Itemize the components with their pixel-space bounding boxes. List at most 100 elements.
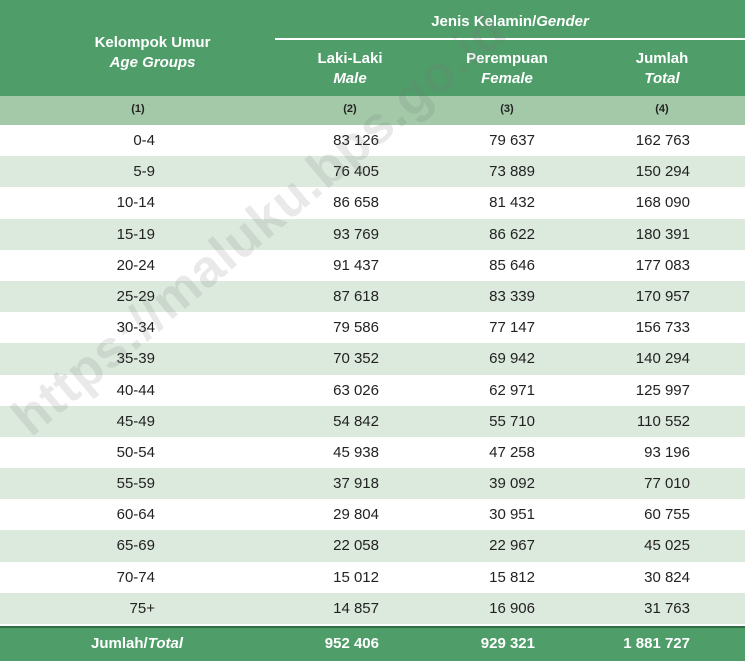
table-row: 0-4 83 126 79 637 162 763 [0,125,745,157]
total-cell: 30 824 [644,568,690,586]
table-row: 30-34 79 586 77 147 156 733 [0,312,745,344]
female-cell: 62 971 [489,381,535,399]
female-header: Perempuan Female [447,49,567,89]
total-cell: 110 552 [636,412,690,430]
male-header-id: Laki-Laki [317,50,383,67]
total-cell: 180 391 [635,225,690,243]
total-cell: 125 997 [635,381,690,399]
table-row: 75+ 14 857 16 906 31 763 [0,592,745,624]
table-row: 45-49 54 842 55 710 110 552 [0,405,745,437]
header-divider [275,38,745,40]
female-cell: 81 432 [489,194,535,212]
total-row-label-en: Total [147,635,183,652]
column-number-3: (3) [500,103,514,115]
age-group-cell: 15-19 [116,225,155,243]
male-cell: 91 437 [333,256,379,274]
male-cell: 63 026 [333,381,379,399]
table-row: 35-39 70 352 69 942 140 294 [0,343,745,375]
male-cell: 86 658 [333,194,379,212]
age-group-cell: 20-24 [116,256,155,274]
total-cell: 77 010 [644,475,690,493]
gender-header: Jenis Kelamin/Gender [275,12,745,32]
female-cell: 39 092 [489,475,535,493]
female-cell: 83 339 [489,287,535,305]
female-cell: 79 637 [489,132,535,149]
total-cell: 60 755 [644,506,690,524]
table-row: 55-59 37 918 39 092 77 010 [0,468,745,500]
female-cell: 85 646 [489,256,535,274]
male-header-en: Male [333,70,367,87]
total-male-cell: 952 406 [324,635,379,652]
female-cell: 73 889 [489,163,535,181]
total-header-en: Total [644,70,680,87]
age-group-cell: 10-14 [116,194,155,212]
female-header-id: Perempuan [466,50,548,67]
female-cell: 22 967 [489,537,535,555]
column-number-2: (2) [343,103,357,115]
table-row: 10-14 86 658 81 432 168 090 [0,187,745,219]
table-row: 15-19 93 769 86 622 180 391 [0,218,745,250]
total-cell: 168 090 [635,194,690,212]
female-header-en: Female [481,70,533,87]
table-row: 20-24 91 437 85 646 177 083 [0,249,745,281]
total-header-id: Jumlah [635,50,689,67]
female-cell: 77 147 [489,319,535,337]
male-cell: 45 938 [333,443,379,461]
age-group-cell: 60-64 [116,506,155,524]
female-cell: 86 622 [489,225,535,243]
total-cell: 93 196 [644,443,690,461]
table-row: 40-44 63 026 62 971 125 997 [0,374,745,406]
table-row: 25-29 87 618 83 339 170 957 [0,280,745,313]
male-cell: 79 586 [333,319,379,337]
male-cell: 14 857 [333,599,379,617]
male-cell: 70 352 [333,350,379,368]
column-number-4: (4) [655,103,669,115]
female-cell: 15 812 [489,568,535,586]
age-group-cell: 65-69 [116,537,155,555]
table-row: 60-64 29 804 30 951 60 755 [0,499,745,531]
female-cell: 30 951 [489,506,535,524]
table-row: 50-54 45 938 47 258 93 196 [0,436,745,469]
age-group-cell: 45-49 [116,412,155,430]
gender-header-id: Jenis Kelamin/ [431,13,537,30]
total-cell: 177 083 [635,256,690,274]
gender-header-en: Gender [536,13,589,30]
age-group-cell: 70-74 [116,568,155,586]
age-group-cell: 30-34 [116,319,155,337]
age-group-header-en: Age Groups [109,54,196,71]
age-group-header: Kelompok Umur Age Groups [70,33,235,73]
female-cell: 16 906 [489,599,535,617]
column-number-1: (1) [131,103,145,115]
total-cell: 31 763 [644,599,690,617]
total-female-cell: 929 321 [480,635,535,652]
age-group-cell: 50-54 [116,443,155,461]
total-row-label: Jumlah/Total [0,628,183,659]
grand-total-cell: 1 881 727 [623,635,690,652]
female-cell: 47 258 [489,443,535,461]
total-header: Jumlah Total [612,49,712,89]
total-cell: 170 957 [635,287,690,305]
table-row: 5-9 76 405 73 889 150 294 [0,156,745,188]
age-group-cell: 55-59 [116,475,155,493]
table-row: 70-74 15 012 15 812 30 824 [0,561,745,593]
age-group-cell: 35-39 [116,350,155,368]
male-cell: 37 918 [333,475,379,493]
male-cell: 93 769 [333,225,379,243]
male-cell: 22 058 [333,537,379,555]
total-row-label-id: Jumlah/ [91,635,148,652]
age-group-cell: 75+ [129,599,155,617]
table-body: 0-4 83 126 79 637 162 763 5-9 76 405 73 … [0,125,745,624]
total-cell: 156 733 [635,319,690,337]
total-cell: 150 294 [635,163,690,181]
male-cell: 76 405 [333,163,379,181]
table-row: 65-69 22 058 22 967 45 025 [0,530,745,562]
age-group-cell: 5-9 [133,163,155,181]
age-group-header-id: Kelompok Umur [94,34,211,51]
table-header: Kelompok Umur Age Groups Jenis Kelamin/G… [0,0,745,96]
male-cell: 83 126 [333,132,379,149]
male-cell: 87 618 [333,287,379,305]
total-cell: 45 025 [644,537,690,555]
male-header: Laki-Laki Male [300,49,400,89]
female-cell: 55 710 [489,412,535,430]
